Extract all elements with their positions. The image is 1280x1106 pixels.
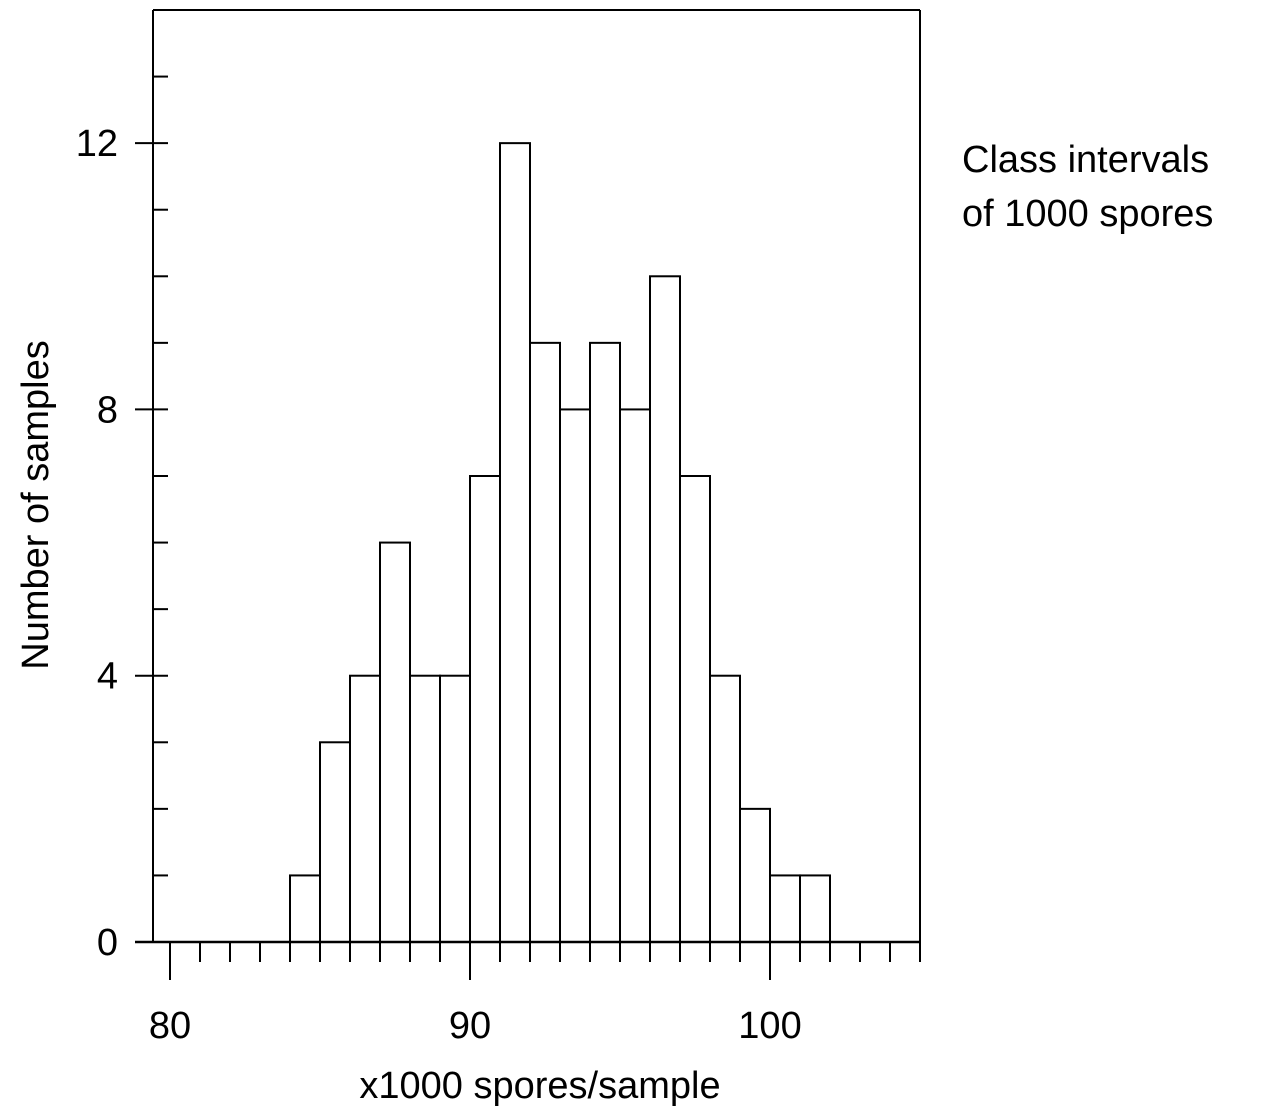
ticks-layer: 0 4 8 12 80 90 100 bbox=[76, 9, 921, 1047]
histogram-bar bbox=[529, 341, 561, 944]
y-tick-label: 0 bbox=[97, 922, 118, 964]
histogram-bar bbox=[679, 475, 711, 943]
histogram-bar bbox=[589, 341, 621, 944]
histogram-bar bbox=[769, 874, 801, 944]
x-tick-label: 100 bbox=[738, 1005, 801, 1047]
histogram-bar bbox=[799, 874, 831, 944]
x-tick-label: 80 bbox=[149, 1005, 191, 1047]
histogram-bar bbox=[289, 874, 321, 944]
annotation-line-2: of 1000 spores bbox=[962, 193, 1213, 235]
y-tick-label: 12 bbox=[76, 123, 118, 165]
histogram-bar bbox=[619, 408, 651, 943]
bars-layer bbox=[289, 142, 831, 944]
histogram-bar bbox=[499, 142, 531, 943]
y-tick-label: 4 bbox=[97, 656, 118, 698]
x-axis-title: x1000 spores/sample bbox=[359, 1065, 720, 1106]
histogram-bar bbox=[739, 807, 771, 943]
histogram-bar bbox=[439, 674, 471, 943]
histogram-bar bbox=[409, 674, 441, 943]
plot-frame bbox=[135, 9, 921, 944]
histogram-bar bbox=[649, 275, 681, 943]
histogram-bar bbox=[559, 408, 591, 943]
histogram-bar bbox=[379, 541, 411, 943]
histogram-bar bbox=[319, 741, 351, 943]
annotation-line-1: Class intervals bbox=[962, 139, 1209, 181]
histogram-bar bbox=[469, 475, 501, 943]
y-tick-label: 8 bbox=[97, 389, 118, 431]
histogram-bar bbox=[709, 674, 741, 943]
histogram-bar bbox=[349, 674, 381, 943]
x-tick-label: 90 bbox=[449, 1005, 491, 1047]
y-axis-title: Number of samples bbox=[15, 340, 57, 669]
